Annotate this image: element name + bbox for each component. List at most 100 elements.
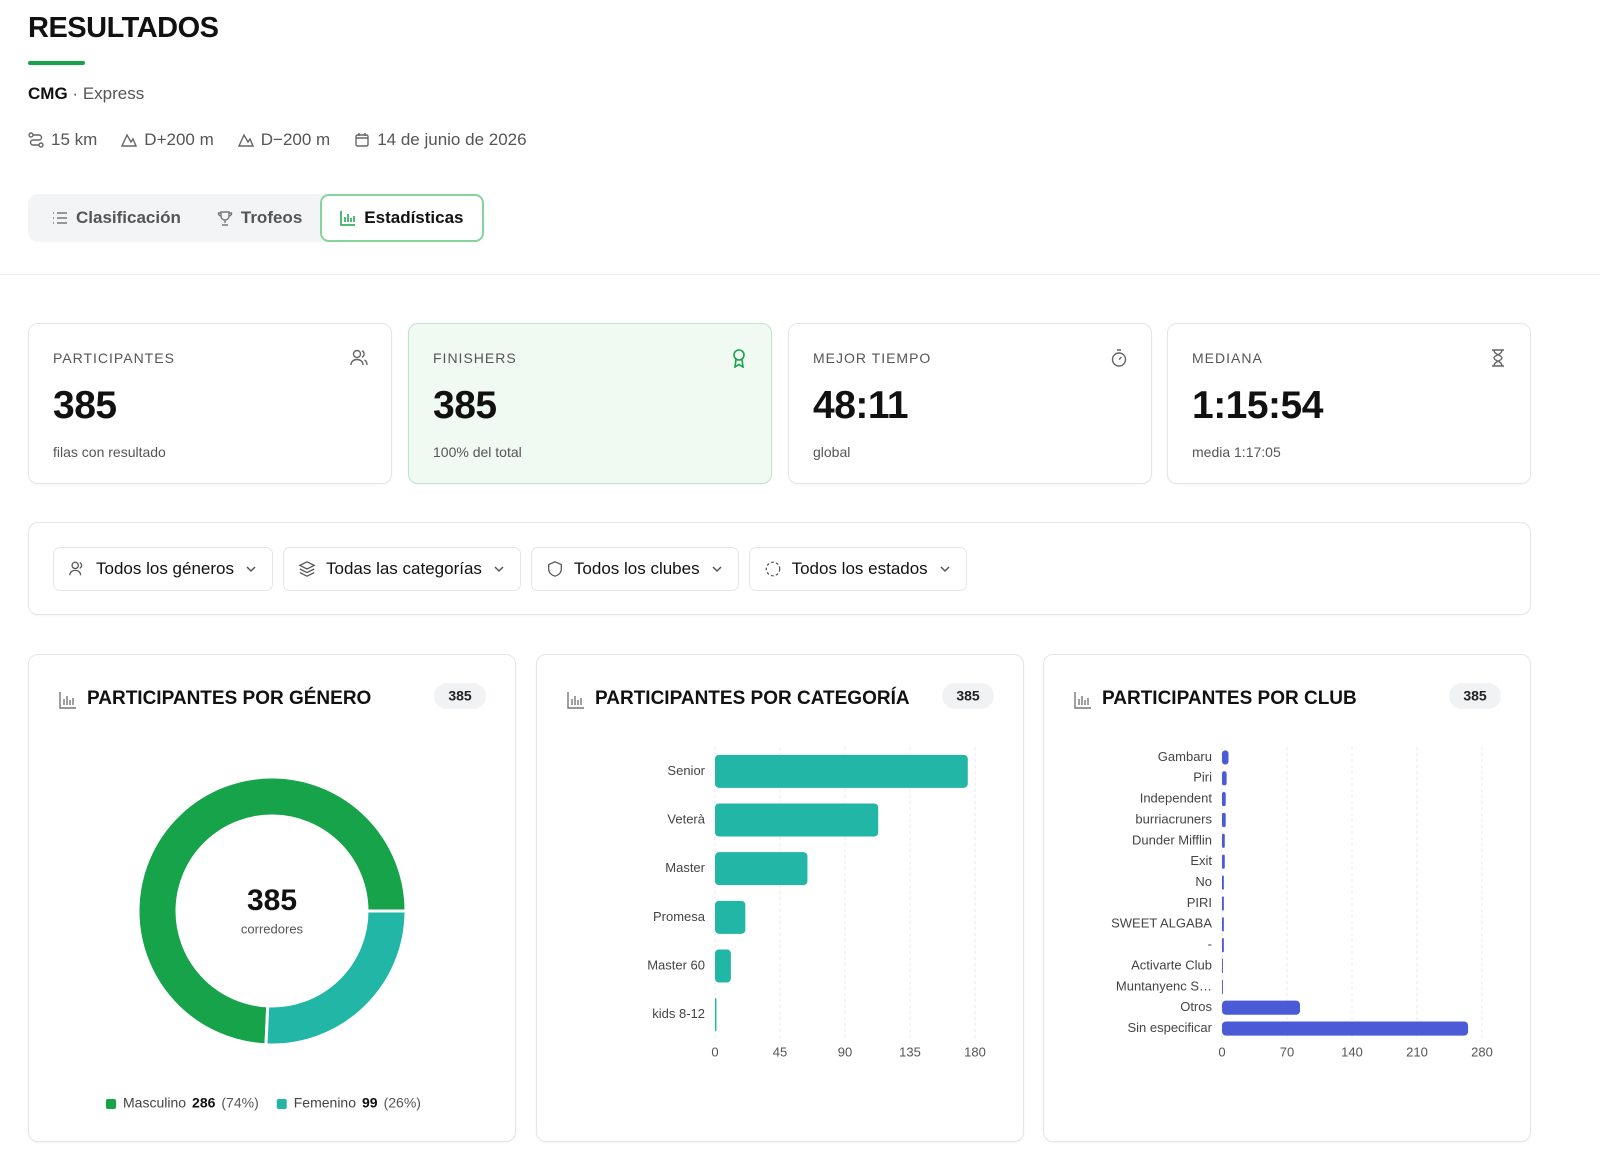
date: 14 de junio de 2026 bbox=[377, 130, 527, 149]
users-icon bbox=[69, 561, 83, 575]
x-tick-label: 70 bbox=[1280, 1044, 1294, 1059]
chart: PARTICIPANTES POR CATEGORÍA 385 0 45 90 135 18… bbox=[567, 683, 994, 1059]
chevron bbox=[494, 565, 504, 572]
stat-card: MEDIANA 1:15:54 media 1:17:05 bbox=[1167, 323, 1531, 484]
legend-value: 99 bbox=[362, 1095, 378, 1111]
stat-value: 48:11 bbox=[813, 384, 909, 427]
chart-card: PARTICIPANTES POR CLUB 385 0 70 140 210 280 Gam… bbox=[1043, 654, 1531, 1142]
filter-dropdown[interactable]: Todos los estados bbox=[748, 546, 967, 591]
layers-icon bbox=[298, 560, 316, 577]
donut-segment bbox=[136, 775, 408, 1047]
meta-row: 15 km D+200 m D−200 m 14 de junio de 202… bbox=[28, 130, 527, 150]
chevron bbox=[712, 565, 722, 572]
legend-swatch bbox=[276, 1099, 287, 1109]
filter-label: Todas las categorías bbox=[325, 558, 482, 578]
bar bbox=[1222, 833, 1225, 848]
x-tick-label: 140 bbox=[1341, 1044, 1363, 1059]
stat-note: filas con resultado bbox=[53, 444, 166, 460]
stat-note: 100% del total bbox=[433, 444, 522, 460]
y-tick-label: Veterà bbox=[667, 811, 705, 826]
y-tick-label: PIRI bbox=[1187, 895, 1212, 910]
x-tick-label: 135 bbox=[899, 1044, 921, 1059]
y-tick-label: burriacruners bbox=[1135, 811, 1212, 826]
chart-title: PARTICIPANTES POR CLUB bbox=[1102, 688, 1357, 709]
distance: 15 km bbox=[51, 130, 98, 149]
x-tick-label: 90 bbox=[838, 1044, 852, 1059]
stat-card: FINISHERS 385 100% del total bbox=[408, 323, 772, 484]
bar bbox=[1222, 771, 1227, 786]
legend-swatch bbox=[106, 1099, 116, 1109]
filter-dropdown[interactable]: Todos los géneros bbox=[53, 546, 273, 591]
stat-note: media 1:17:05 bbox=[1192, 444, 1281, 460]
stat-card: PARTICIPANTES 385 filas con resultado bbox=[28, 323, 392, 484]
stat-label: FINISHERS bbox=[433, 350, 517, 366]
y-tick-label: SWEET ALGABA bbox=[1111, 916, 1212, 931]
bar bbox=[1222, 812, 1226, 828]
filter-label: Todos los clubes bbox=[573, 558, 700, 578]
y-tick-label: Exit bbox=[1190, 853, 1212, 868]
count-badge-label: 385 bbox=[1463, 688, 1487, 704]
chevron bbox=[940, 565, 950, 572]
chart: PARTICIPANTES POR GÉNERO 385 385 corredores… bbox=[59, 683, 486, 1111]
title-underline bbox=[28, 61, 85, 65]
x-tick-label: 0 bbox=[711, 1044, 718, 1059]
chart-icon bbox=[567, 692, 584, 709]
bar bbox=[715, 949, 731, 983]
bar bbox=[715, 852, 808, 886]
bar bbox=[1222, 1021, 1469, 1036]
x-tick-label: 0 bbox=[1218, 1044, 1225, 1059]
y-tick-label: Activarte Club bbox=[1131, 957, 1212, 972]
count-badge bbox=[1449, 683, 1501, 709]
stat-label: MEJOR TIEMPO bbox=[813, 350, 932, 366]
chart-icon bbox=[1074, 692, 1091, 709]
legend-label: Masculino bbox=[123, 1095, 186, 1111]
y-tick-label: - bbox=[1208, 937, 1212, 952]
meta-item: 15 km bbox=[28, 130, 97, 150]
legend-label: Femenino bbox=[294, 1095, 356, 1111]
bar bbox=[1222, 958, 1223, 974]
bar bbox=[1222, 854, 1225, 869]
x-tick-label: 45 bbox=[773, 1044, 787, 1059]
stat-label: MEDIANA bbox=[1192, 350, 1263, 366]
y-tick-label: Dunder Mifflin bbox=[1132, 832, 1212, 847]
tab-label: Estadísticas bbox=[364, 208, 464, 227]
tab[interactable]: Clasificación bbox=[34, 194, 199, 242]
y-tick-label: Master 60 bbox=[647, 957, 705, 972]
tab-active[interactable]: Estadísticas bbox=[320, 194, 484, 242]
y-tick-label: Muntanyenc S… bbox=[1116, 978, 1212, 993]
center-label: corredores bbox=[241, 921, 304, 936]
y-tick-label: Piri bbox=[1193, 770, 1212, 785]
bar bbox=[1222, 917, 1224, 932]
stat-card: MEJOR TIEMPO 48:11 global bbox=[788, 323, 1152, 484]
filter-dropdown[interactable]: Todos los clubes bbox=[530, 546, 739, 591]
y-tick-label: Otros bbox=[1180, 999, 1212, 1014]
y-tick-label: Gambaru bbox=[1158, 749, 1212, 764]
bar bbox=[1222, 792, 1226, 807]
bar bbox=[1222, 938, 1224, 953]
legend-percent: (26%) bbox=[384, 1095, 421, 1111]
bar bbox=[715, 998, 717, 1032]
x-tick-label: 180 bbox=[964, 1044, 986, 1059]
count-badge bbox=[942, 683, 994, 709]
meta-item: D−200 m bbox=[237, 130, 331, 150]
filter-label: Todos los estados bbox=[791, 558, 928, 578]
mountain-icon bbox=[237, 133, 254, 147]
descent: D−200 m bbox=[260, 130, 331, 149]
tab[interactable]: Trofeos bbox=[199, 194, 320, 242]
tabs: Clasificación Trofeos Estadísticas bbox=[28, 194, 484, 242]
bar bbox=[715, 900, 746, 934]
y-tick-label: kids 8-12 bbox=[652, 1006, 705, 1021]
chart-title: PARTICIPANTES POR GÉNERO bbox=[87, 687, 371, 709]
stat-value: 1:15:54 bbox=[1192, 384, 1323, 427]
y-tick-label: Independent bbox=[1140, 791, 1213, 806]
meta-item: 14 de junio de 2026 bbox=[354, 130, 527, 150]
users-icon bbox=[350, 349, 368, 366]
chart: PARTICIPANTES POR CLUB 385 0 70 140 210 280 Gam… bbox=[1074, 683, 1501, 1059]
stat-label: PARTICIPANTES bbox=[53, 350, 175, 366]
tab-label: Clasificación bbox=[76, 208, 181, 227]
trophy-icon bbox=[217, 211, 233, 226]
chevron bbox=[246, 565, 256, 572]
route-icon bbox=[28, 132, 44, 148]
filter-dropdown[interactable]: Todas las categorías bbox=[282, 546, 521, 591]
chart-title: PARTICIPANTES POR CATEGORÍA bbox=[595, 687, 910, 709]
